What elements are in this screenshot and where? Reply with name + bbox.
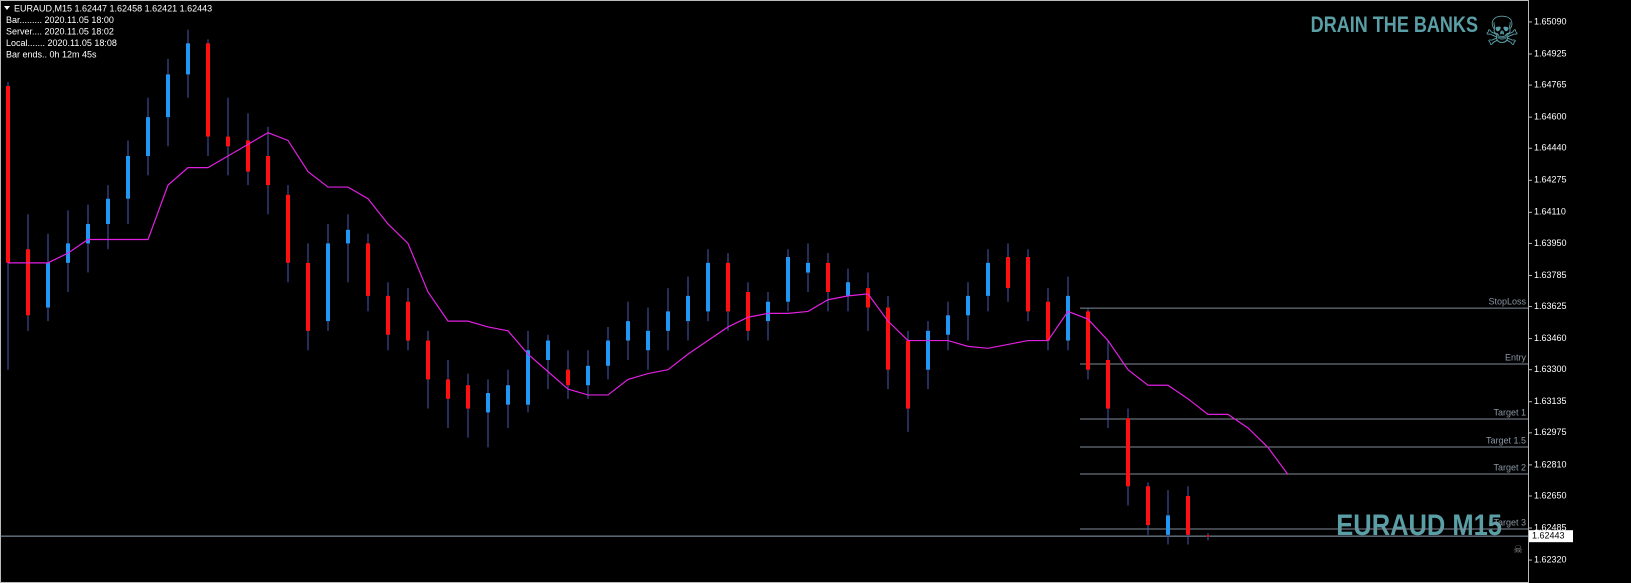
y-tick-label: 1.62650 bbox=[1534, 490, 1567, 500]
candle-body bbox=[6, 86, 10, 263]
skull-small: ☠ bbox=[1513, 543, 1523, 556]
candle-body bbox=[186, 43, 190, 75]
candle-body bbox=[946, 315, 950, 335]
price-label: 1.62443 bbox=[1532, 531, 1565, 541]
candle-body bbox=[206, 43, 210, 137]
candle-body bbox=[706, 262, 710, 312]
y-tick-label: 1.62975 bbox=[1534, 427, 1567, 437]
info-line: Server.... 2020.11.05 18:02 bbox=[6, 26, 114, 36]
candle-body bbox=[426, 340, 430, 380]
candle-body bbox=[1026, 257, 1030, 312]
level-label: Entry bbox=[1505, 352, 1527, 362]
candle-body bbox=[626, 321, 630, 341]
info-line: EURAUD,M15 1.62447 1.62458 1.62421 1.624… bbox=[14, 3, 212, 13]
y-tick-label: 1.64600 bbox=[1534, 112, 1567, 122]
candle-body bbox=[746, 291, 750, 331]
y-tick-label: 1.63300 bbox=[1534, 364, 1567, 374]
indicator-line bbox=[8, 132, 1289, 475]
candle-body bbox=[306, 262, 310, 331]
candle-body bbox=[1066, 295, 1070, 341]
candle-body bbox=[646, 330, 650, 351]
candle-body bbox=[286, 194, 290, 263]
y-tick-label: 1.62810 bbox=[1534, 459, 1567, 469]
menu-arrow[interactable] bbox=[4, 6, 10, 10]
y-tick-label: 1.64440 bbox=[1534, 143, 1567, 153]
watermark: DRAIN THE BANKS bbox=[1311, 13, 1478, 37]
y-tick-label: 1.65090 bbox=[1534, 16, 1567, 26]
candle-body bbox=[506, 385, 510, 405]
candle-body bbox=[226, 136, 230, 147]
candle-body bbox=[566, 369, 570, 386]
candle-body bbox=[686, 295, 690, 322]
candle-body bbox=[866, 288, 870, 308]
price-label-box bbox=[1529, 530, 1573, 543]
candle-body bbox=[906, 340, 910, 409]
y-tick-label: 1.64275 bbox=[1534, 175, 1567, 185]
candle-body bbox=[1206, 535, 1210, 537]
candle-body bbox=[666, 311, 670, 331]
candle-body bbox=[1146, 486, 1150, 526]
y-tick-label: 1.64765 bbox=[1534, 79, 1567, 89]
y-tick-label: 1.64110 bbox=[1534, 207, 1566, 217]
candle-body bbox=[1186, 495, 1190, 535]
level-label: Target 2 bbox=[1493, 462, 1526, 472]
candle-body bbox=[1126, 418, 1130, 487]
y-tick-label: 1.62485 bbox=[1534, 522, 1567, 532]
candle-body bbox=[1006, 257, 1010, 289]
candle-body bbox=[606, 340, 610, 366]
candle-body bbox=[1166, 515, 1170, 535]
candle-body bbox=[526, 350, 530, 405]
info-line: Local....... 2020.11.05 18:08 bbox=[6, 38, 117, 48]
candle-body bbox=[386, 295, 390, 335]
y-tick-label: 1.63950 bbox=[1534, 238, 1567, 248]
candle-body bbox=[546, 340, 550, 360]
candle-body bbox=[146, 117, 150, 156]
candle-body bbox=[446, 379, 450, 399]
candle-body bbox=[46, 262, 50, 308]
candle-body bbox=[586, 365, 590, 386]
level-label: Target 1 bbox=[1493, 407, 1526, 417]
candle-body bbox=[486, 393, 490, 413]
candle-body bbox=[246, 140, 250, 172]
candle-body bbox=[86, 223, 90, 244]
candle-body bbox=[366, 243, 370, 296]
candle-body bbox=[466, 385, 470, 409]
candle-body bbox=[326, 243, 330, 322]
candle-body bbox=[926, 330, 930, 370]
candle-body bbox=[886, 307, 890, 370]
level-label: StopLoss bbox=[1488, 296, 1526, 306]
candle-body bbox=[726, 262, 730, 312]
y-tick-label: 1.63625 bbox=[1534, 301, 1567, 311]
info-line: Bar......... 2020.11.05 18:00 bbox=[6, 15, 114, 25]
candle-body bbox=[786, 257, 790, 302]
y-tick-label: 1.63135 bbox=[1534, 396, 1567, 406]
candle-body bbox=[266, 155, 270, 186]
plot-frame bbox=[0, 0, 1529, 583]
info-line: Bar ends.. 0h 12m 45s bbox=[6, 49, 97, 59]
candle-body bbox=[1086, 311, 1090, 370]
candle-body bbox=[346, 229, 350, 244]
y-tick-label: 1.63785 bbox=[1534, 270, 1567, 280]
candle-body bbox=[766, 301, 770, 322]
candle-body bbox=[126, 155, 130, 199]
candle-body bbox=[1106, 359, 1110, 409]
level-label: Target 1.5 bbox=[1486, 435, 1526, 445]
candle-body bbox=[26, 249, 30, 316]
candle-body bbox=[966, 295, 970, 316]
candle-body bbox=[846, 282, 850, 296]
candle-body bbox=[1046, 301, 1050, 341]
y-tick-label: 1.63460 bbox=[1534, 333, 1567, 343]
candle-body bbox=[806, 262, 810, 273]
candle-body bbox=[826, 262, 830, 292]
candle-body bbox=[986, 262, 990, 296]
skull-icon: ☠ bbox=[1484, 9, 1520, 55]
candle-body bbox=[406, 301, 410, 341]
y-tick-label: 1.64925 bbox=[1534, 48, 1567, 58]
y-tick-label: 1.62320 bbox=[1534, 554, 1567, 564]
level-label: Target 3 bbox=[1493, 517, 1526, 527]
candle-body bbox=[166, 74, 170, 118]
candle-body bbox=[106, 198, 110, 224]
